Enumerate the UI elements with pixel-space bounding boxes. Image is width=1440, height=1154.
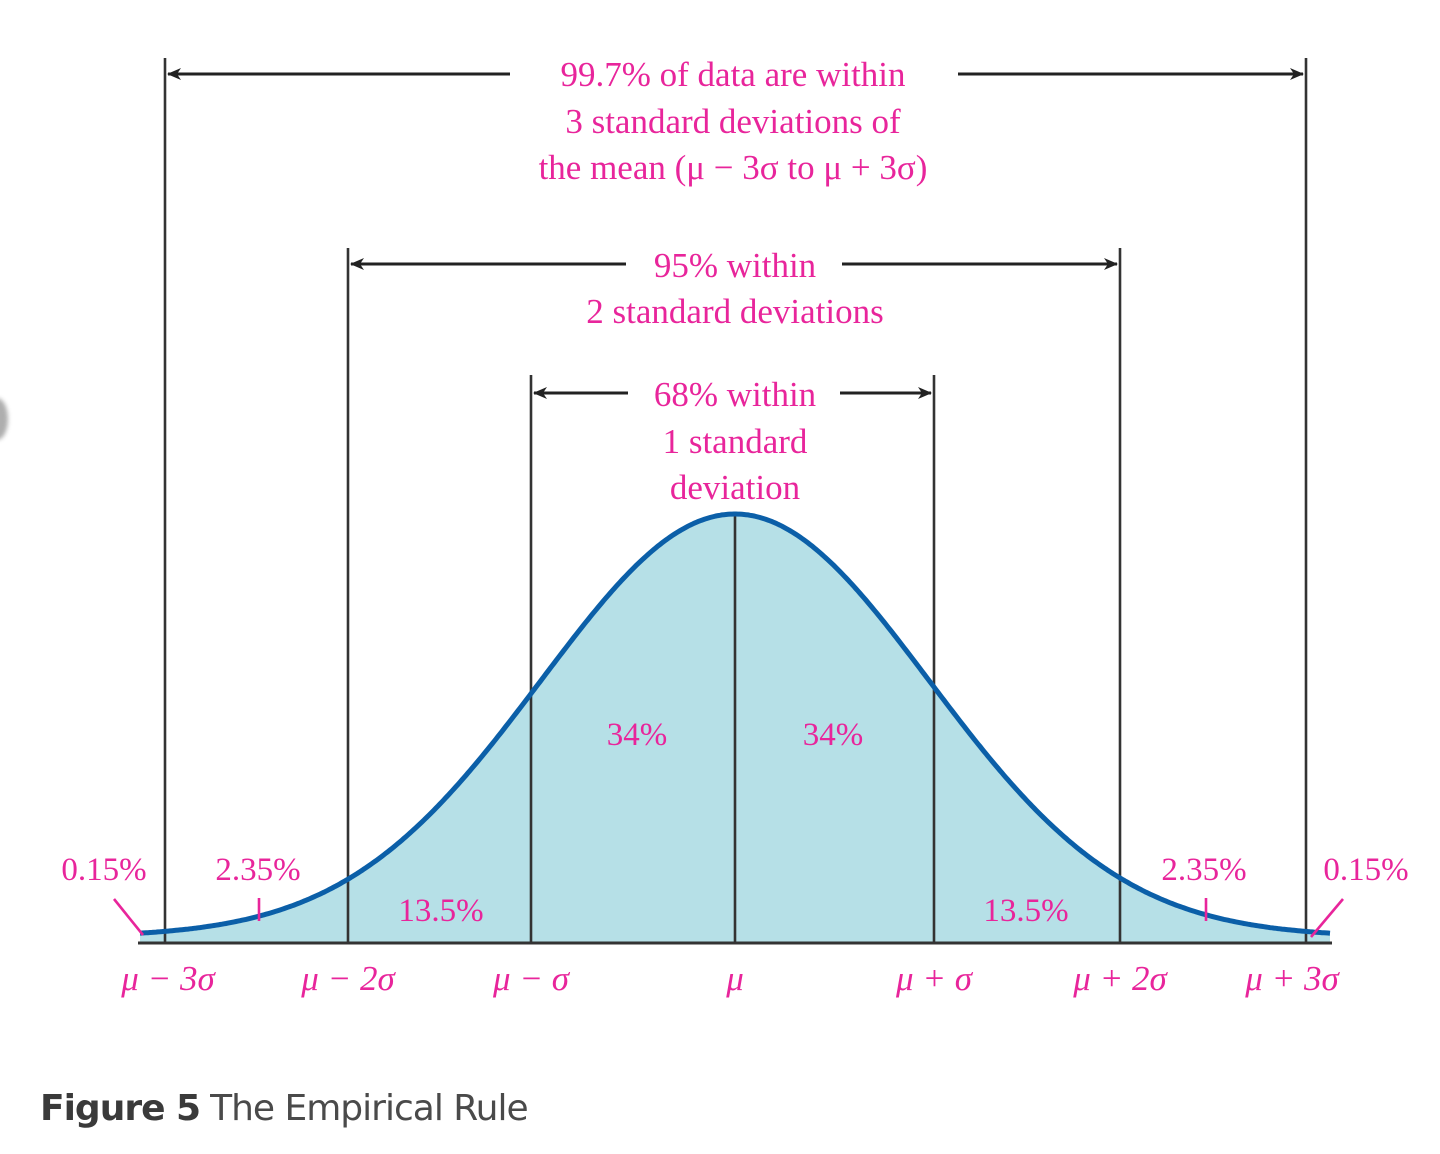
region-tail-left-label: 0.15% (61, 852, 146, 888)
region-m3-m2-label: 2.35% (215, 852, 300, 888)
region-p2-p3-label: 2.35% (1161, 852, 1246, 888)
region-mu-p1-label: 34% (803, 717, 864, 753)
region-tail-right-label: 0.15% (1323, 852, 1408, 888)
interval-3sd-line3: the mean (μ − 3σ to μ + 3σ) (539, 148, 928, 187)
tick-mu: μ (725, 959, 744, 998)
interval-3sd-label: 99.7% of data are within 3 standard devi… (539, 55, 928, 187)
region-m1-mu-label: 34% (607, 717, 668, 753)
leader-tail-left (112, 898, 145, 936)
leader-tail-right (1310, 898, 1344, 938)
interval-3sd-line1: 99.7% of data are within (560, 55, 905, 94)
figure-caption: Figure 5 The Empirical Rule (40, 1088, 529, 1129)
region-m2-m1-label: 13.5% (398, 893, 483, 929)
tick-mu-minus-sigma: μ − σ (492, 959, 571, 998)
interval-3sd-line2: 3 standard deviations of (565, 102, 901, 141)
interval-2sd-line1: 95% within (654, 246, 816, 285)
interval-2sd-label: 95% within 2 standard deviations (586, 246, 883, 331)
tick-mu-plus-sigma: μ + σ (895, 959, 974, 998)
tick-mu-minus-3sigma: μ − 3σ (120, 959, 216, 998)
region-leaders (112, 898, 1344, 938)
x-tick-labels: μ − 3σ μ − 2σ μ − σ μ μ + σ μ + 2σ μ + 3… (120, 959, 1340, 998)
region-labels: 0.15% 2.35% 13.5% 34% 34% 13.5% 2.35% 0.… (61, 717, 1408, 929)
interval-1sd-line1: 68% within (654, 375, 816, 414)
interval-2sd-line2: 2 standard deviations (586, 292, 883, 331)
tick-mu-minus-2sigma: μ − 2σ (300, 959, 396, 998)
edge-artifact (0, 398, 8, 440)
tick-mu-plus-2sigma: μ + 2σ (1072, 959, 1168, 998)
region-p1-p2-label: 13.5% (983, 893, 1068, 929)
sigma-boundaries (163, 58, 1308, 944)
tick-mu-plus-3sigma: μ + 3σ (1244, 959, 1340, 998)
interval-arrows (167, 68, 1304, 399)
figure-number: Figure 5 (40, 1088, 201, 1129)
interval-1sd-line2: 1 standard (663, 422, 808, 461)
figure-title: The Empirical Rule (210, 1088, 529, 1129)
normal-curve (139, 511, 1331, 936)
interval-1sd-line3: deviation (670, 468, 800, 507)
interval-1sd-label: 68% within 1 standard deviation (654, 375, 816, 507)
